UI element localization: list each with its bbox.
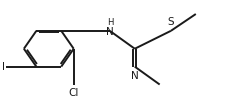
Text: S: S	[168, 17, 174, 27]
Text: Cl: Cl	[69, 88, 79, 98]
Text: H: H	[107, 18, 113, 27]
Text: N: N	[106, 27, 114, 37]
Text: I: I	[2, 62, 5, 72]
Text: N: N	[131, 71, 139, 81]
